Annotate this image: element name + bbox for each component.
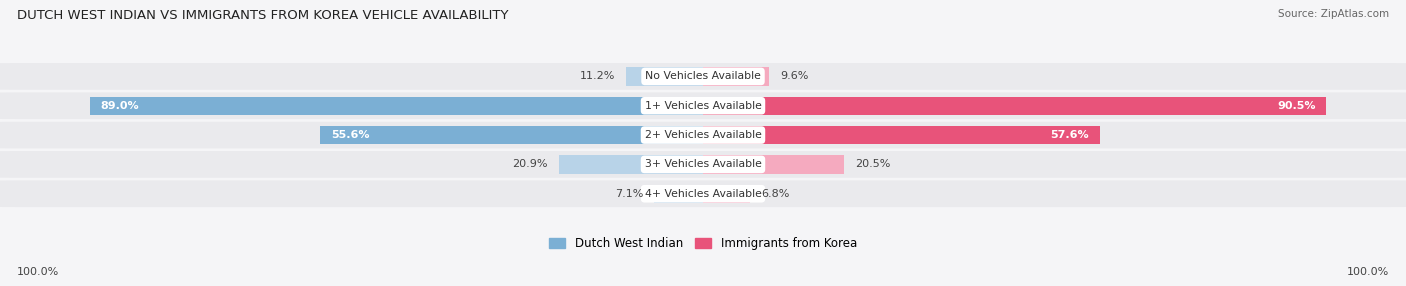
Bar xyxy=(321,126,703,144)
Text: 6.8%: 6.8% xyxy=(761,189,789,199)
Bar xyxy=(703,155,844,174)
Text: 1+ Vehicles Available: 1+ Vehicles Available xyxy=(644,101,762,111)
Text: 4+ Vehicles Available: 4+ Vehicles Available xyxy=(644,189,762,199)
FancyBboxPatch shape xyxy=(0,180,1406,207)
Text: 90.5%: 90.5% xyxy=(1277,101,1316,111)
FancyBboxPatch shape xyxy=(0,92,1406,119)
Bar xyxy=(703,67,769,86)
FancyBboxPatch shape xyxy=(0,63,1406,90)
Bar xyxy=(90,97,703,115)
Text: 2+ Vehicles Available: 2+ Vehicles Available xyxy=(644,130,762,140)
Text: 3+ Vehicles Available: 3+ Vehicles Available xyxy=(644,159,762,169)
Legend: Dutch West Indian, Immigrants from Korea: Dutch West Indian, Immigrants from Korea xyxy=(544,233,862,255)
Text: 55.6%: 55.6% xyxy=(330,130,370,140)
FancyBboxPatch shape xyxy=(0,122,1406,148)
Bar xyxy=(560,155,703,174)
Bar xyxy=(626,67,703,86)
Text: 100.0%: 100.0% xyxy=(17,267,59,277)
Text: 11.2%: 11.2% xyxy=(579,72,614,82)
Text: Source: ZipAtlas.com: Source: ZipAtlas.com xyxy=(1278,9,1389,19)
Bar xyxy=(703,126,1099,144)
Text: 20.9%: 20.9% xyxy=(513,159,548,169)
Text: 57.6%: 57.6% xyxy=(1050,130,1088,140)
Text: DUTCH WEST INDIAN VS IMMIGRANTS FROM KOREA VEHICLE AVAILABILITY: DUTCH WEST INDIAN VS IMMIGRANTS FROM KOR… xyxy=(17,9,509,21)
FancyBboxPatch shape xyxy=(0,151,1406,178)
Bar xyxy=(654,185,703,203)
Bar xyxy=(703,97,1326,115)
Text: 89.0%: 89.0% xyxy=(101,101,139,111)
Text: 7.1%: 7.1% xyxy=(614,189,643,199)
Text: 20.5%: 20.5% xyxy=(855,159,890,169)
Bar xyxy=(703,185,749,203)
Text: No Vehicles Available: No Vehicles Available xyxy=(645,72,761,82)
Text: 100.0%: 100.0% xyxy=(1347,267,1389,277)
Text: 9.6%: 9.6% xyxy=(780,72,808,82)
